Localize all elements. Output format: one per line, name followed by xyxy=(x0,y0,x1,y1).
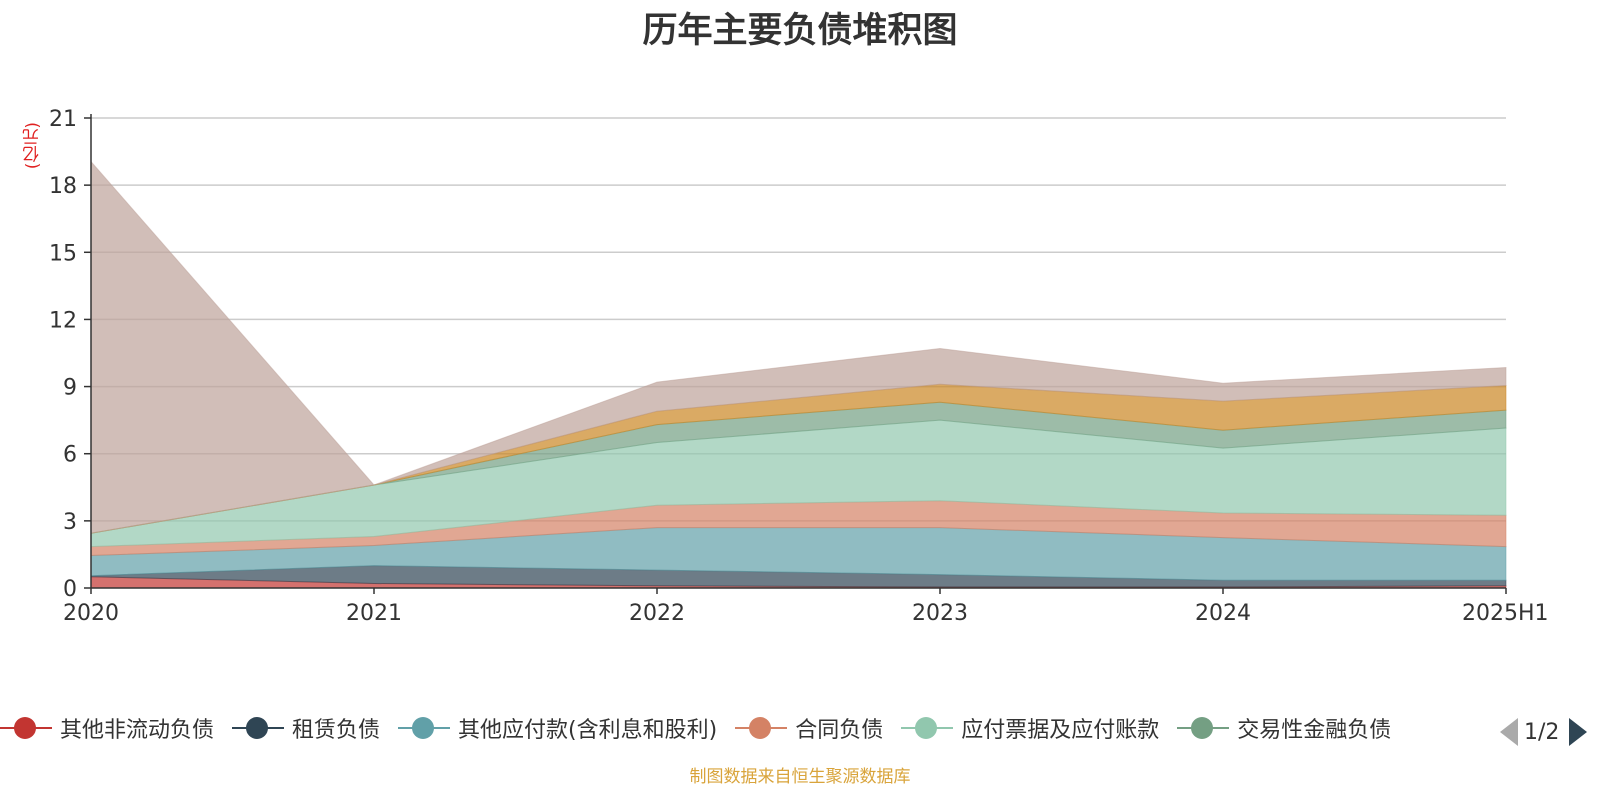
legend-label: 租赁负债 xyxy=(292,718,381,743)
legend-item[interactable]: 其他应付款(含利息和股利) xyxy=(398,712,717,744)
legend-label: 合同负债 xyxy=(795,718,884,743)
area-series-7[interactable] xyxy=(90,160,1507,534)
x-tick-label: 2023 xyxy=(912,601,968,626)
area-series xyxy=(90,160,1507,589)
legend-item[interactable]: 交易性金融负债 xyxy=(1177,712,1391,744)
legend: 其他非流动负债 租赁负债 其他应付款(含利息和股利) 合同负债 应付票据及应付账款 交易性… xyxy=(0,712,1480,752)
legend-marker-icon xyxy=(0,716,52,740)
legend-marker-icon xyxy=(398,716,451,740)
legend-pager: 1/2 xyxy=(1500,714,1588,750)
chart-title: 历年主要负债堆积图 xyxy=(642,11,958,51)
legend-item[interactable]: 应付票据及应付账款 xyxy=(901,712,1159,744)
legend-label: 应付票据及应付账款 xyxy=(961,718,1160,743)
legend-item[interactable]: 合同负债 xyxy=(735,712,883,744)
y-tick-label: 9 xyxy=(63,376,77,401)
x-tick-label: 2022 xyxy=(629,601,685,626)
y-tick-label: 18 xyxy=(49,174,77,199)
y-tick-label: 21 xyxy=(49,107,77,132)
stacked-area-chart: 0 3 6 9 12 15 18 21 2020 2021 2022 2023 2024 2025H1 xyxy=(49,107,1549,626)
legend-label: 其他应付款(含利息和股利) xyxy=(458,718,718,743)
legend-marker-icon xyxy=(901,716,954,740)
y-tick-label: 6 xyxy=(63,443,77,468)
x-tick-label: 2021 xyxy=(346,601,402,626)
y-tick-label: 0 xyxy=(63,577,77,602)
data-source-note: 制图数据来自恒生聚源数据库 xyxy=(689,767,911,787)
legend-page-indicator: 1/2 xyxy=(1524,719,1560,745)
y-tick-label: 12 xyxy=(49,308,77,333)
legend-label: 交易性金融负债 xyxy=(1237,718,1392,743)
legend-item[interactable]: 租赁负债 xyxy=(232,712,380,744)
legend-item[interactable]: 其他非流动负债 xyxy=(0,712,214,744)
legend-label: 其他非流动负债 xyxy=(60,718,215,743)
x-tick-label: 2020 xyxy=(63,601,119,626)
legend-next-page-icon[interactable] xyxy=(1569,718,1588,746)
x-tick-label: 2025H1 xyxy=(1462,601,1549,626)
x-tick-label: 2024 xyxy=(1195,601,1251,626)
legend-prev-page-icon[interactable] xyxy=(1500,718,1518,746)
axes: 0 3 6 9 12 15 18 21 2020 2021 2022 2023 2024 2025H1 xyxy=(49,107,1549,626)
legend-marker-icon xyxy=(232,716,285,740)
legend-marker-icon xyxy=(1177,716,1230,740)
legend-marker-icon xyxy=(735,716,788,740)
y-tick-label: 3 xyxy=(63,510,77,535)
y-tick-label: 15 xyxy=(49,241,77,266)
